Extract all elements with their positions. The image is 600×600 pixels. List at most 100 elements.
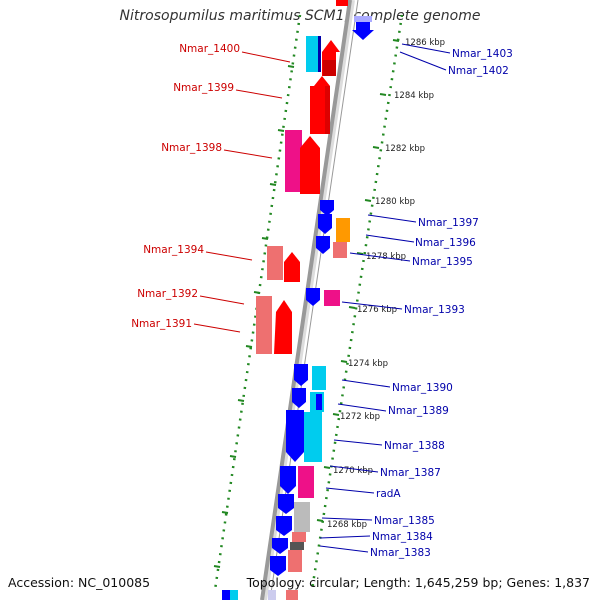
tick-left-9 [221,511,229,514]
feature-nmar-1394-red [284,252,300,282]
gene-label-nmar-1402: Nmar_1402 [448,65,509,77]
feature-nmar-1383-blue [272,538,288,554]
gene-label-nmar-1388: Nmar_1388 [384,440,445,452]
leader-nmar-1389 [337,403,387,412]
feature-nmar-1397-blue-b [318,214,332,234]
leader-nmar-1393 [341,301,403,310]
gene-label-nmar-1392: Nmar_1392 [137,288,198,300]
outer-ring-right [310,14,404,591]
feature-nmar-1385-grey [294,502,310,532]
feature-rada-magenta [298,466,314,498]
leader-nmar-1384 [319,535,371,539]
gene-label-nmar-1398: Nmar_1398 [161,142,222,154]
feature-nmar-1384-pink [292,532,306,542]
gene-label-nmar-1399: Nmar_1399 [173,82,234,94]
feature-bottom-pink [286,590,298,600]
right-leader-lines [319,43,451,553]
feature-nmar-1390-blue [294,364,308,386]
gene-label-nmar-1385: Nmar_1385 [374,515,435,527]
gene-label-nmar-1389: Nmar_1389 [388,405,449,417]
tick-1276 [348,306,356,309]
tick-left-1 [287,65,295,68]
gene-label-nmar-1391: Nmar_1391 [131,318,192,330]
left-gene-labels: Nmar_1400 Nmar_1399 Nmar_1398 Nmar_1394 … [131,43,240,330]
tick-left-4 [261,237,269,240]
feature-nmar-1393-magenta [324,290,340,306]
feature-nmar-1399-shade [325,86,330,134]
tick-left-3 [269,183,277,186]
leader-nmar-1387 [329,465,379,473]
feature-nmar-1392-red [274,300,292,354]
tick-left-7 [237,399,245,402]
feature-nmar-1385-blue [276,516,292,536]
feature-nmar-1396-orange [336,218,350,242]
feature-nmar-1390-cyan [312,366,326,390]
leader-nmar-1398 [223,149,273,159]
feature-nmar-1384-dark [290,542,304,550]
feature-nmar-1388-blue [286,410,304,462]
scale-ticks [213,39,400,568]
leader-nmar-1402 [399,51,447,71]
feature-nmar-1388-cyan [304,412,322,462]
tick-1270 [323,466,331,469]
tick-1284 [379,93,387,96]
scale-label: 1284 kbp [394,91,434,101]
feature-nmar-1397-blue [320,200,334,216]
scale-labels: 1286 kbp 1284 kbp 1282 kbp 1280 kbp 1278… [327,38,445,530]
leader-nmar-1403 [401,43,451,54]
feature-nmar-1395-pink [333,242,347,258]
tick-1286 [392,39,400,42]
leader-nmar-1391 [193,323,241,333]
gene-label-nmar-1383: Nmar_1383 [370,547,431,559]
gene-label-nmar-1397: Nmar_1397 [418,217,479,229]
scale-label: 1272 kbp [340,412,380,422]
feature-bottom-blue [222,590,232,600]
scale-label: 1274 kbp [348,359,388,369]
feature-nmar-1392-pink [256,296,272,354]
leader-nmar-1392 [199,295,245,305]
gene-label-nmar-1387: Nmar_1387 [380,467,441,479]
leader-nmar-1388 [333,439,383,446]
gene-label-nmar-1395: Nmar_1395 [412,256,473,268]
feature-nmar-1400-red-b [323,60,336,76]
feature-nmar-1383-pink [288,550,302,572]
leader-nmar-1385 [321,517,373,521]
scale-label: 1270 kbp [333,466,373,476]
left-leader-lines [193,51,291,333]
leader-rada [325,487,375,494]
feature-nmar-1400-cyan [306,36,321,72]
leader-nmar-1397 [367,214,417,223]
gene-label-nmar-1396: Nmar_1396 [415,237,476,249]
scale-label: 1276 kbp [357,305,397,315]
tick-left-10 [213,565,221,568]
scale-label: 1286 kbp [405,38,445,48]
feature-bottom-grey [268,590,276,600]
scale-label: 1280 kbp [375,197,415,207]
feature-nmar-1387-blue [280,466,296,494]
right-gene-labels: Nmar_1403 Nmar_1402 Nmar_1397 Nmar_1396 … [370,48,513,559]
feature-nmar-1393-blue [306,288,320,306]
feature-nmar-1387-blue-b [278,494,294,514]
tick-left-5 [253,291,261,294]
accession-text: Accession: NC_010085 [8,575,151,590]
feature-nmar-1398-magenta [285,130,302,192]
leader-nmar-1399 [235,89,283,99]
feature-top-red [336,0,348,6]
feature-top-lavender [354,16,372,22]
gene-label-nmar-1390: Nmar_1390 [392,382,453,394]
leader-nmar-1395 [349,252,411,262]
leader-nmar-1396 [365,234,415,243]
gene-label-rada: radA [376,488,401,500]
outer-ring-left [213,14,302,591]
tick-1268 [316,519,324,522]
feature-nmar-1396-blue [316,236,330,254]
tick-1282 [372,146,380,149]
tick-1278 [356,252,364,255]
gene-label-nmar-1400: Nmar_1400 [179,43,240,55]
feature-nmar-1390-blue-b [292,388,306,408]
tick-left-8 [229,455,237,458]
tick-1274 [340,360,348,363]
gene-label-nmar-1384: Nmar_1384 [372,531,433,543]
